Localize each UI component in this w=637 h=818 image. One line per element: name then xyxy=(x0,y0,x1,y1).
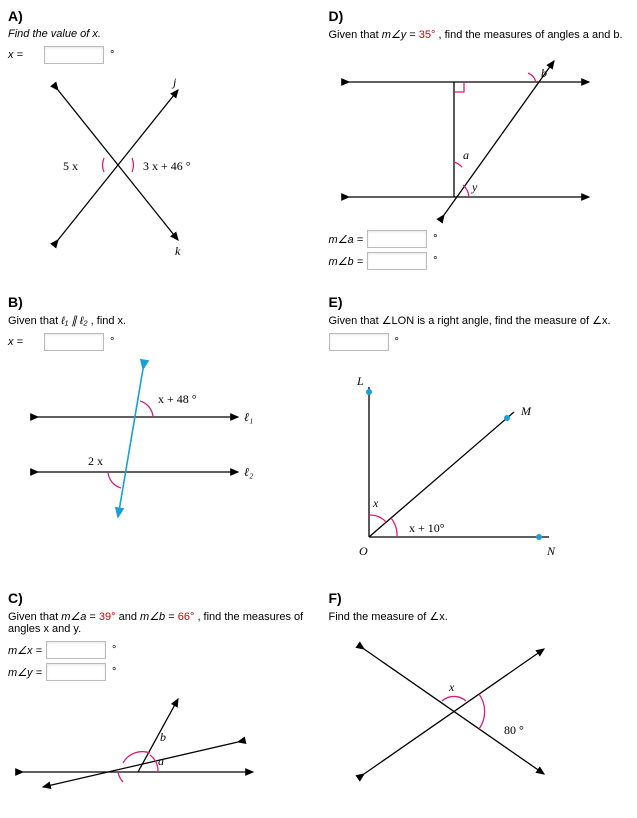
fig-label-80: 80 ° xyxy=(504,723,524,737)
problem-prompt: Given that m∠a = 39° and m∠b = 66° , fin… xyxy=(8,610,309,635)
answer-input-a[interactable] xyxy=(367,230,427,248)
answer-row-y: m∠y = ° xyxy=(8,663,309,681)
figure-F: x 80 ° xyxy=(329,629,630,792)
problem-prompt: Given that ∠LON is a right angle, find t… xyxy=(329,314,630,327)
answer-row-b: m∠b = ° xyxy=(329,252,630,270)
figure-B: x + 48 ° 2 x ℓ₁ ℓ₂ xyxy=(8,357,309,530)
fig-label-L: L xyxy=(356,374,364,388)
fig-label-j: j xyxy=(171,75,177,89)
fig-label-N: N xyxy=(546,544,556,558)
fig-label-x: x xyxy=(372,496,379,510)
problem-F: F) Find the measure of ∠x. x 80 ° xyxy=(329,590,630,800)
fig-label-right: 3 x + 46 ° xyxy=(143,159,191,173)
fig-label-l1: ℓ₁ xyxy=(244,410,253,424)
fig-label-y: y xyxy=(471,180,478,194)
problem-E: E) Given that ∠LON is a right angle, fin… xyxy=(329,294,630,570)
figure-A: 5 x 3 x + 46 ° j k xyxy=(8,70,309,263)
figure-E: L M O N x x + 10° xyxy=(329,357,630,570)
answer-row-a: m∠a = ° xyxy=(329,230,630,248)
problem-label: A) xyxy=(8,8,309,24)
fig-label-a: a xyxy=(463,148,469,162)
fig-label-k: k xyxy=(175,244,181,258)
problem-label: B) xyxy=(8,294,309,310)
fig-label-x: x xyxy=(448,680,455,694)
answer-row: ° xyxy=(329,333,630,351)
problem-D: D) Given that m∠y = 35° , find the measu… xyxy=(329,8,630,274)
answer-label: x = xyxy=(8,49,40,61)
fig-label-inner: x + 10° xyxy=(409,521,445,535)
problem-C: C) Given that m∠a = 39° and m∠b = 66° , … xyxy=(8,590,309,800)
problem-label: C) xyxy=(8,590,309,606)
fig-label-O: O xyxy=(359,544,368,558)
problem-B: B) Given that ℓ₁ ∥ ℓ₂ , find x. x = ° xyxy=(8,294,309,570)
fig-label-bottom: 2 x xyxy=(88,454,103,468)
problem-A: A) Find the value of x. x = ° xyxy=(8,8,309,274)
figure-C: a b xyxy=(8,687,309,800)
fig-label-a: a xyxy=(158,754,164,768)
answer-row: x = ° xyxy=(8,46,309,64)
answer-input-x[interactable] xyxy=(46,641,106,659)
problem-prompt: Given that m∠y = 35° , find the measures… xyxy=(329,28,630,41)
answer-input-x[interactable] xyxy=(329,333,389,351)
answer-row: x = ° xyxy=(8,333,309,351)
figure-D: a b y xyxy=(329,47,630,230)
answer-input-x[interactable] xyxy=(44,333,104,351)
fig-label-b: b xyxy=(160,730,166,744)
problem-label: D) xyxy=(329,8,630,24)
answer-label: m∠a = xyxy=(329,233,364,246)
answer-input-x[interactable] xyxy=(44,46,104,64)
problem-prompt: Find the value of x. xyxy=(8,28,309,40)
fig-label-top: x + 48 ° xyxy=(158,392,197,406)
fig-label-b: b xyxy=(541,66,547,80)
fig-label-M: M xyxy=(520,404,532,418)
problem-prompt: Find the measure of ∠x. xyxy=(329,610,630,623)
problem-label: E) xyxy=(329,294,630,310)
fig-label-left: 5 x xyxy=(63,159,78,173)
fig-label-l2: ℓ₂ xyxy=(244,465,253,479)
degree-symbol: ° xyxy=(110,49,114,61)
answer-input-b[interactable] xyxy=(367,252,427,270)
problem-label: F) xyxy=(329,590,630,606)
answer-input-y[interactable] xyxy=(46,663,106,681)
answer-row-x: m∠x = ° xyxy=(8,641,309,659)
worksheet-grid: A) Find the value of x. x = ° xyxy=(8,8,629,810)
problem-prompt: Given that ℓ₁ ∥ ℓ₂ , find x. xyxy=(8,314,309,327)
answer-label: m∠b = xyxy=(329,255,364,268)
